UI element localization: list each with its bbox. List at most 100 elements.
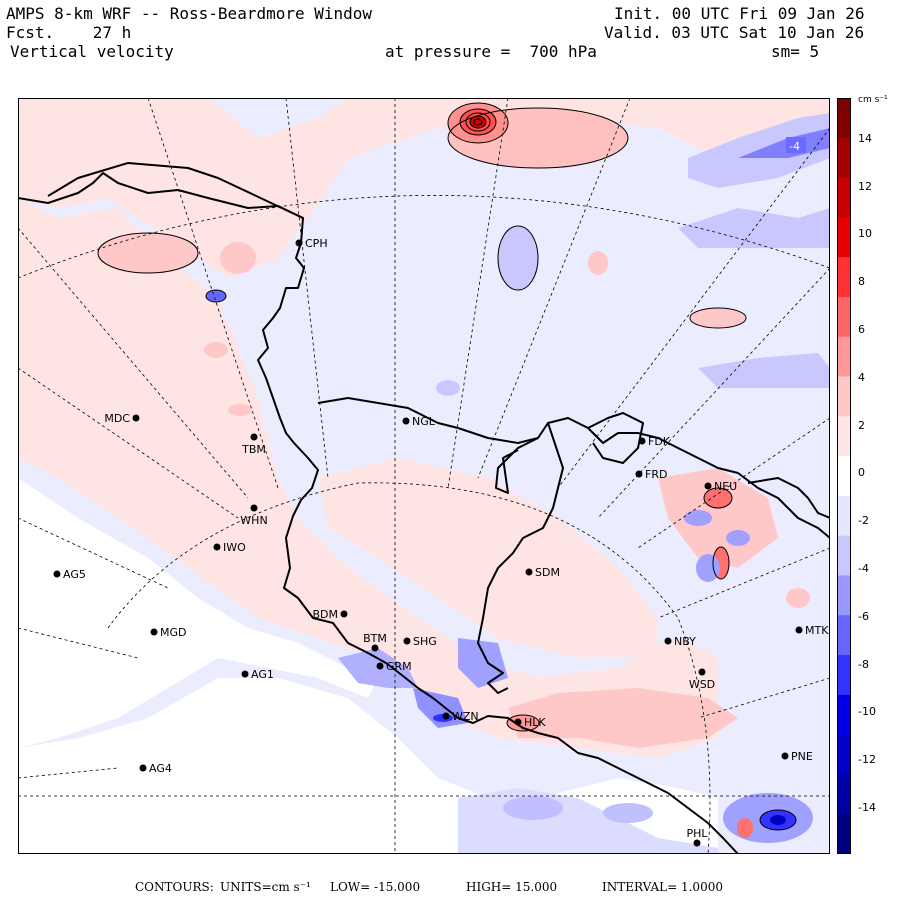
- station-label-ag1: AG1: [251, 668, 274, 681]
- colorbar-tick-label: 6: [858, 323, 865, 337]
- footer-low-value: -15.000: [374, 880, 421, 894]
- station-marker-mgd: [150, 628, 158, 636]
- negative-band: [738, 128, 830, 158]
- colorbar-swatch: [837, 98, 851, 139]
- forecast-hour: Fcst. 27 h: [6, 24, 131, 42]
- colorbar: [837, 98, 851, 854]
- forecast-label: Fcst.: [6, 23, 55, 42]
- valid-time: Valid. 03 UTC Sat 10 Jan 26: [604, 23, 865, 42]
- colorbar-swatch: [837, 456, 851, 497]
- negative-cell: [684, 510, 712, 526]
- coastline: [317, 397, 830, 539]
- meridian-line: [697, 677, 830, 719]
- station-label-wsd: WSD: [689, 678, 715, 691]
- footer-low-label: LOW=: [330, 880, 371, 894]
- colorbar-tick-label: -10: [858, 705, 876, 719]
- contour-line: [473, 118, 483, 126]
- station-label-nby: NBY: [674, 635, 696, 648]
- station-layer: CPHNGLMDCTBMWHNIWOAG5MGDAG1AG4BDMBTMGRMS…: [53, 237, 829, 847]
- meridian-line: [477, 98, 631, 479]
- station-marker-whn: [250, 504, 258, 512]
- colorbar-swatch: [837, 694, 851, 736]
- station-label-iwo: IWO: [223, 541, 246, 554]
- contour-line: [506, 714, 540, 732]
- station-label-wzn: WZN: [452, 710, 479, 723]
- colorbar-swatch: [837, 217, 851, 258]
- contour-line: [497, 225, 539, 291]
- meridian-line: [18, 767, 119, 779]
- station-label-fdk: FDK: [648, 435, 671, 448]
- colorbar-swatch: [837, 416, 851, 457]
- contour-label-box: [786, 137, 806, 153]
- positive-cell: [786, 588, 810, 608]
- positive-region: [18, 98, 830, 278]
- colorbar-tick-label: -12: [858, 753, 876, 767]
- station-marker-cph: [295, 239, 303, 247]
- colorbar-swatch: [837, 575, 851, 616]
- negative-region: [413, 688, 468, 728]
- station-marker-wsd: [698, 668, 706, 676]
- colorbar-swatch: [837, 615, 851, 656]
- footer-low: LOW= -15.000: [330, 880, 420, 894]
- contour-line: [465, 112, 491, 132]
- positive-cell: [470, 116, 486, 128]
- station-marker-shg: [403, 637, 411, 645]
- colorbar-swatch: [837, 774, 851, 815]
- footer-interval-value: 1.0000: [680, 880, 723, 894]
- ice-shelf-region: [18, 478, 378, 748]
- station-label-sdm: SDM: [535, 566, 560, 579]
- chart-title: AMPS 8-km WRF -- Ross-Beardmore Window: [6, 4, 373, 23]
- negative-band: [678, 208, 830, 248]
- positive-cell: [737, 818, 753, 838]
- negative-region: [458, 638, 508, 688]
- map-panel: -4 CPH NGL MDC TBM WHN IWO AG5 MGD AG1 AG4 BDM BTM G…: [18, 98, 830, 854]
- footer-high-value: 15.000: [515, 880, 558, 894]
- contour-line: [689, 307, 747, 329]
- colorbar-tick-label: -14: [858, 801, 876, 815]
- map-frame: [18, 98, 830, 854]
- negative-cell: [503, 796, 563, 820]
- negative-cell: [206, 290, 226, 302]
- footer-interval: INTERVAL= 1.0000: [602, 880, 723, 894]
- station-marker-sdm: [525, 568, 533, 576]
- meridian-line: [285, 98, 329, 479]
- station-marker-btm: [371, 644, 379, 652]
- station-marker-mtk: [795, 626, 803, 634]
- parallel-line: [18, 195, 830, 279]
- positive-region: [508, 688, 738, 748]
- contour-label: -4: [789, 140, 800, 153]
- coastline: [587, 412, 644, 464]
- footer-high: HIGH= 15.000: [466, 880, 557, 894]
- smoothing-value: sm= 5: [771, 42, 820, 61]
- footer-high-label: HIGH=: [466, 880, 512, 894]
- station-label-frd: FRD: [645, 468, 667, 481]
- negative-cell: [696, 554, 720, 582]
- colorbar-tick-label: -6: [858, 609, 869, 623]
- station-label-bdm: BDM: [312, 608, 338, 621]
- forecast-value: 27 h: [92, 23, 132, 42]
- contour-line: [759, 809, 797, 831]
- colorbar-tick-label: 8: [858, 275, 865, 289]
- colorbar-swatch: [837, 814, 851, 854]
- footer-units: UNITS=cm s⁻¹: [220, 880, 311, 894]
- contour-line: [447, 102, 509, 144]
- negative-cell: [436, 380, 460, 396]
- colorbar-tick-label: 12: [858, 179, 872, 193]
- pressure-level: at pressure = 700 hPa: [385, 43, 597, 61]
- negative-band: [698, 353, 830, 388]
- positive-cell: [228, 404, 252, 416]
- station-marker-iwo: [213, 543, 221, 551]
- positive-cell: [704, 488, 732, 508]
- contour-line: [459, 108, 497, 136]
- station-marker-wzn: [442, 712, 450, 720]
- station-label-mdc: MDC: [104, 412, 130, 425]
- colorbar-tick-label: -2: [858, 514, 869, 528]
- positive-cell: [204, 342, 228, 358]
- colorbar-swatch: [837, 137, 851, 179]
- station-label-cph: CPH: [305, 237, 328, 250]
- station-label-mtk: MTK: [805, 624, 829, 637]
- meridian-line: [637, 417, 830, 549]
- colorbar-tick-label: 2: [858, 418, 865, 432]
- colorbar-tick-label: 10: [858, 227, 872, 241]
- station-marker-mdc: [132, 414, 140, 422]
